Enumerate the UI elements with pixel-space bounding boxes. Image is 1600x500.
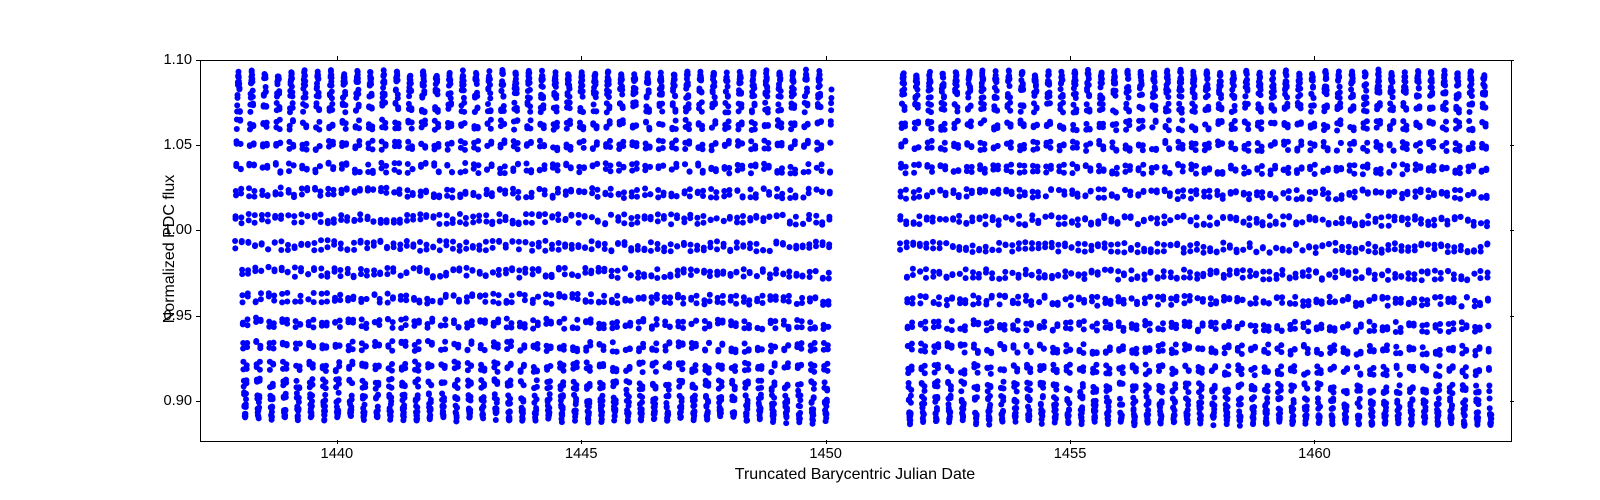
y-tick-label: 1.10 — [163, 52, 192, 68]
y-tick-mark — [1510, 401, 1514, 402]
y-tick-mark — [196, 145, 200, 146]
x-tick-mark — [826, 56, 827, 60]
x-tick-mark — [1070, 56, 1071, 60]
x-tick-mark — [1314, 440, 1315, 444]
y-tick-mark — [1510, 60, 1514, 61]
x-tick-mark — [581, 440, 582, 444]
y-tick-mark — [1510, 230, 1514, 231]
y-tick-mark — [196, 230, 200, 231]
scatter-points — [201, 61, 1511, 441]
x-tick-mark — [1070, 440, 1071, 444]
y-tick-label: 0.90 — [163, 393, 192, 409]
x-tick-label: 1455 — [1054, 446, 1087, 462]
y-tick-mark — [196, 316, 200, 317]
x-tick-mark — [337, 440, 338, 444]
y-tick-mark — [196, 401, 200, 402]
y-tick-mark — [196, 60, 200, 61]
y-tick-label: 1.00 — [163, 222, 192, 238]
x-tick-mark — [826, 440, 827, 444]
x-tick-mark — [581, 56, 582, 60]
y-tick-mark — [1510, 145, 1514, 146]
figure: Normalized PDC flux Truncated Barycentri… — [0, 0, 1600, 500]
y-tick-mark — [1510, 316, 1514, 317]
x-tick-mark — [337, 56, 338, 60]
x-axis-label: Truncated Barycentric Julian Date — [705, 466, 1005, 484]
plot-area — [200, 60, 1512, 442]
y-tick-label: 1.05 — [163, 137, 192, 153]
x-tick-label: 1440 — [321, 446, 354, 462]
x-tick-label: 1450 — [809, 446, 842, 462]
x-tick-mark — [1314, 56, 1315, 60]
x-tick-label: 1445 — [565, 446, 598, 462]
y-tick-label: 0.95 — [163, 308, 192, 324]
x-tick-label: 1460 — [1298, 446, 1331, 462]
